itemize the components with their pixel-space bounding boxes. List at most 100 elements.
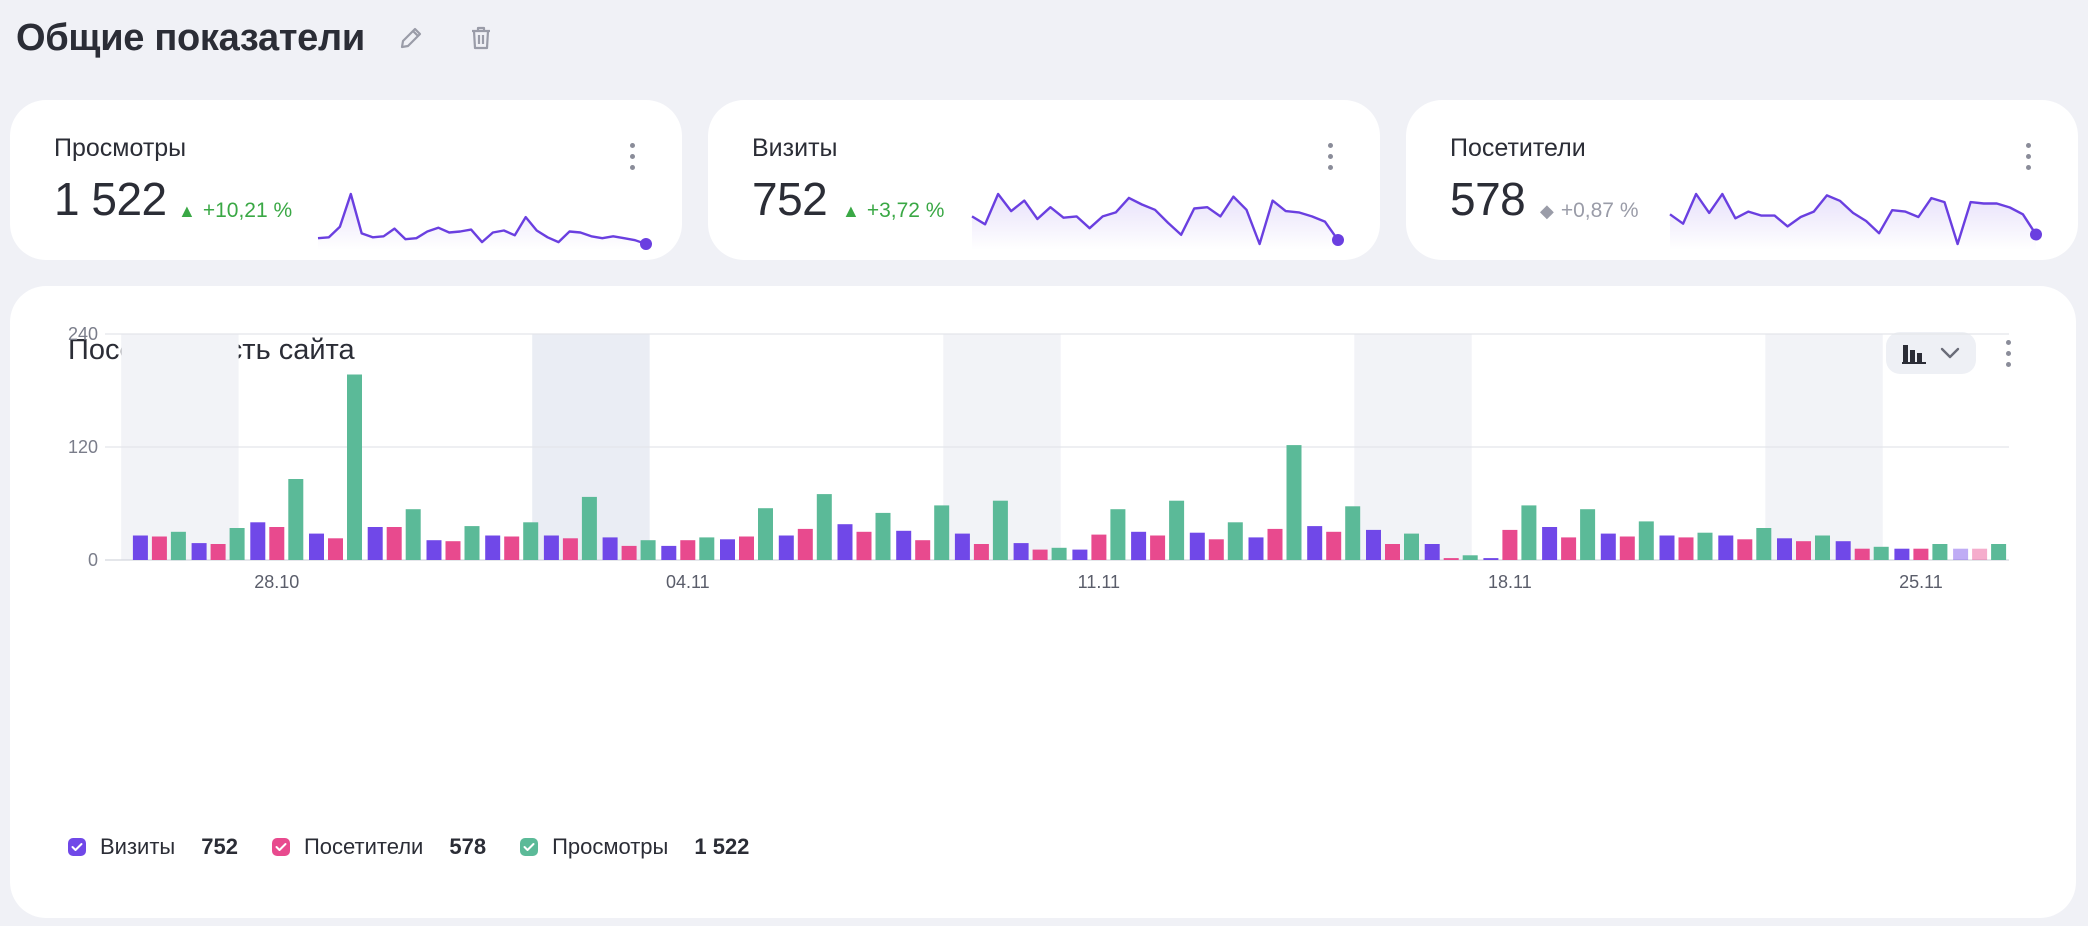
bar-visits: [896, 530, 912, 560]
bar-visitors: [386, 527, 402, 560]
bar-visits: [1777, 538, 1792, 560]
bar-visitors: [1326, 531, 1342, 561]
bar-views: [1697, 532, 1713, 560]
bar-visitors: [1150, 535, 1166, 560]
bar-visits: [543, 535, 559, 560]
bar-visits: [1835, 541, 1851, 560]
bar-views: [170, 531, 186, 561]
bar-visitors: [680, 540, 696, 560]
x-tick-label: 28.10: [254, 572, 299, 592]
more-vertical-icon[interactable]: [1320, 136, 1340, 176]
bar-visitors: [1267, 528, 1283, 560]
chart-type-selector[interactable]: [1886, 332, 1976, 374]
bar-views: [1169, 500, 1185, 560]
bar-visits: [1013, 543, 1029, 560]
legend-item-visits[interactable]: Визиты 752: [68, 834, 238, 860]
bar-views: [229, 528, 245, 560]
bar-views: [288, 479, 304, 560]
kpi-delta: ▲ +10,21 %: [178, 199, 292, 223]
kpi-label: Визиты: [752, 134, 838, 162]
bar-visits: [1307, 526, 1323, 560]
kpi-delta: ▲ +3,72 %: [842, 199, 944, 223]
bar-views: [523, 522, 539, 560]
bar-views: [1991, 544, 2007, 560]
pencil-icon[interactable]: [391, 18, 431, 58]
legend-total: 578: [449, 834, 487, 859]
kpi-label: Просмотры: [54, 134, 187, 162]
sparkline: [971, 192, 1344, 250]
bar-views: [1345, 506, 1361, 560]
bar-visits: [485, 535, 501, 560]
checkbox-checked-icon[interactable]: [271, 838, 290, 856]
kpi-delta-value: +10,21 %: [202, 199, 293, 222]
triangle-up-icon: ▲: [178, 200, 196, 221]
bar-visits: [1248, 537, 1264, 560]
bar-views: [758, 508, 773, 560]
chevron-down-icon: [1940, 347, 1960, 359]
kpi-label: Посетители: [1450, 134, 1586, 162]
kpi-card-visits[interactable]: Визиты 752 ▲ +3,72 %: [708, 100, 1380, 260]
legend-label: Посетители: [303, 834, 424, 859]
bar-views: [640, 540, 656, 560]
bar-visitors: [210, 544, 226, 560]
more-vertical-icon[interactable]: [2018, 136, 2038, 176]
bar-visits: [1542, 527, 1558, 560]
sparkline: [317, 192, 652, 250]
bar-views: [1815, 535, 1830, 560]
bar-visits: [1424, 544, 1440, 560]
kpi-delta: ◆ +0,87 %: [1540, 199, 1639, 223]
bar-views: [347, 374, 362, 560]
bar-visitors: [1385, 544, 1400, 560]
bar-visits: [1189, 532, 1205, 560]
bar-visitors: [562, 538, 578, 560]
bar-views: [816, 494, 832, 560]
kpi-card-views[interactable]: Просмотры 1 522 ▲ +10,21 %: [10, 100, 682, 260]
more-vertical-icon[interactable]: [1998, 330, 2018, 376]
bar-visitors: [151, 536, 167, 560]
bar-views: [1580, 509, 1596, 560]
bar-visitors: [1913, 548, 1929, 560]
y-tick-label: 240: [68, 324, 98, 344]
bar-visitors: [1032, 549, 1048, 560]
bar-visits: [661, 545, 677, 560]
bar-views: [1051, 547, 1067, 560]
x-tick-label: 18.11: [1488, 572, 1532, 592]
legend-item-views[interactable]: Просмотры 1 522: [520, 834, 749, 860]
bar-visits: [250, 522, 266, 560]
bar-visitors: [856, 531, 872, 561]
bar-views: [1227, 522, 1243, 560]
trash-icon[interactable]: [461, 18, 501, 58]
bar-views: [1873, 546, 1889, 560]
bar-visits: [1718, 535, 1734, 560]
y-tick-label: 0: [88, 550, 98, 570]
kpi-delta-value: +3,72 %: [866, 199, 945, 222]
bar-views: [992, 500, 1008, 560]
bar-visits: [720, 539, 735, 560]
kpi-value: 578: [1450, 173, 1526, 225]
sparkline-area: [1670, 194, 2036, 250]
bar-views: [1286, 445, 1302, 560]
bar-views: [405, 509, 421, 560]
bar-chart-icon: [1902, 345, 1926, 364]
bar-visits: [1366, 529, 1381, 560]
bar-visitors: [973, 544, 989, 560]
checkbox-checked-icon[interactable]: [68, 838, 86, 856]
bar-visits: [191, 543, 207, 560]
bar-views: [1404, 533, 1419, 560]
page-header: Общие показатели: [16, 12, 501, 64]
kpi-card-visitors[interactable]: Посетители 578 ◆ +0,87 %: [1406, 100, 2078, 260]
bar-views: [581, 496, 597, 560]
bar-visits: [1659, 535, 1675, 560]
more-vertical-icon[interactable]: [622, 136, 642, 176]
bar-visitors: [328, 538, 343, 560]
bar-visitors: [739, 536, 754, 560]
bar-views: [1756, 528, 1772, 560]
x-tick-label: 25.11: [1899, 572, 1943, 592]
bar-views: [934, 505, 950, 560]
legend-item-visitors[interactable]: Посетители 578: [271, 834, 487, 860]
sparkline-end-dot: [1332, 234, 1344, 247]
bar-visits: [367, 527, 383, 560]
checkbox-checked-icon[interactable]: [520, 838, 539, 856]
sparkline-line: [1669, 192, 2038, 246]
bar-visitors: [445, 541, 461, 560]
